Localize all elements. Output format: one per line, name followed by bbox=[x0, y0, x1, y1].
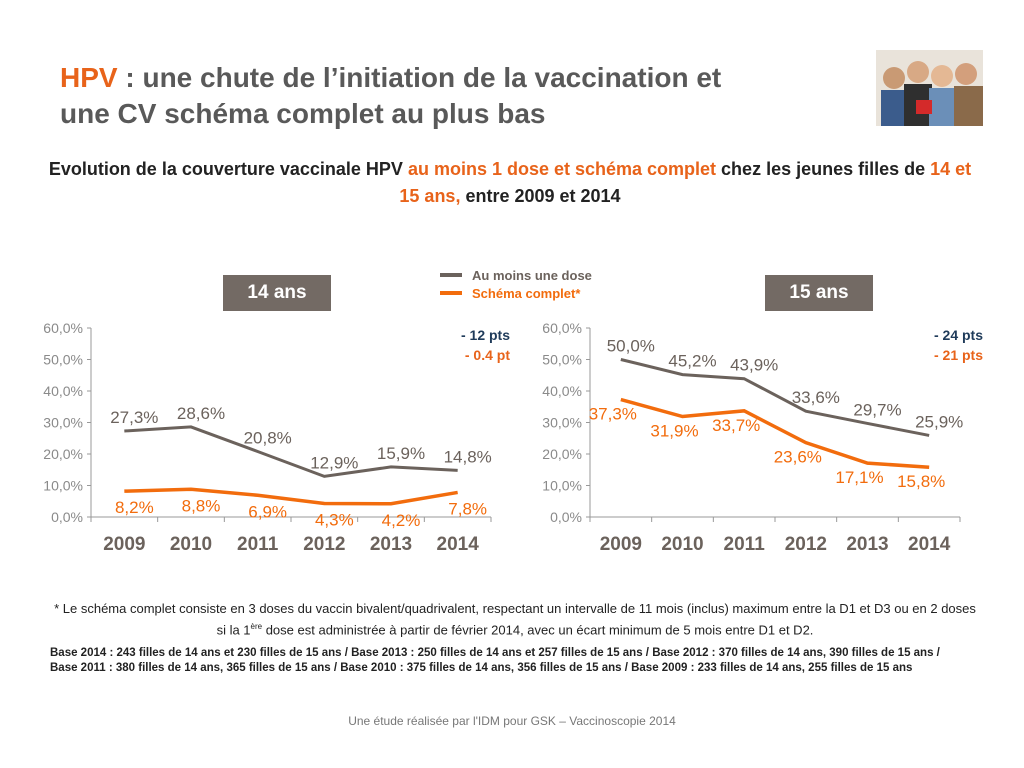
y-tick-label: 40,0% bbox=[542, 383, 582, 399]
data-label: 33,7% bbox=[712, 416, 760, 435]
series-line-au-moins-une-dose bbox=[620, 358, 930, 437]
slide-title: HPV : une chute de l’initiation de la va… bbox=[60, 62, 722, 129]
y-tick-label: 20,0% bbox=[43, 446, 83, 462]
x-tick-label: 2010 bbox=[661, 534, 703, 555]
data-label: 8,8% bbox=[182, 496, 221, 515]
y-tick-label: 60,0% bbox=[43, 320, 83, 336]
y-tick-label: 10,0% bbox=[43, 478, 83, 494]
teenagers-photo bbox=[876, 50, 983, 126]
data-label: 12,9% bbox=[310, 453, 358, 472]
data-label: 4,2% bbox=[382, 511, 421, 530]
y-tick-label: 0,0% bbox=[51, 509, 83, 525]
data-label: 25,9% bbox=[915, 412, 963, 431]
data-label: 37,3% bbox=[589, 405, 637, 424]
badge-14-ans: 14 ans bbox=[223, 275, 331, 311]
delta-annotation: - 24 pts bbox=[934, 327, 983, 343]
delta-annotation: - 21 pts bbox=[934, 347, 983, 363]
y-tick-label: 30,0% bbox=[43, 415, 83, 431]
footnote: * Le schéma complet consiste en 3 doses … bbox=[54, 601, 976, 638]
data-label: 43,9% bbox=[730, 356, 778, 375]
legend-swatch bbox=[440, 291, 462, 295]
legend: Au moins une dose Schéma complet* bbox=[440, 266, 592, 302]
delta-annotation: - 0.4 pt bbox=[465, 347, 510, 363]
y-tick-label: 10,0% bbox=[542, 478, 582, 494]
data-label: 33,6% bbox=[792, 388, 840, 407]
footer: Une étude réalisée par l'IDM pour GSK – … bbox=[348, 714, 676, 728]
y-tick-label: 50,0% bbox=[43, 352, 83, 368]
legend-swatch bbox=[440, 273, 462, 277]
x-tick-label: 2009 bbox=[103, 534, 145, 555]
data-label: 31,9% bbox=[650, 422, 698, 441]
chart-subtitle: Evolution de la couverture vaccinale HPV… bbox=[48, 159, 972, 206]
data-label: 14,8% bbox=[444, 447, 492, 466]
data-label: 23,6% bbox=[774, 448, 822, 467]
data-label: 17,1% bbox=[835, 468, 883, 487]
x-tick-label: 2014 bbox=[437, 534, 480, 555]
data-label: 20,8% bbox=[244, 428, 292, 447]
y-tick-label: 0,0% bbox=[550, 509, 582, 525]
y-tick-label: 50,0% bbox=[542, 352, 582, 368]
data-label: 8,2% bbox=[115, 498, 154, 517]
y-tick-label: 60,0% bbox=[542, 320, 582, 336]
data-label: 28,6% bbox=[177, 404, 225, 423]
base-note: Base 2014 : 243 filles de 14 ans et 230 … bbox=[50, 647, 940, 674]
legend-item-dose: Au moins une dose bbox=[440, 266, 592, 284]
series-line-schema-complet bbox=[620, 397, 930, 469]
data-label: 4,3% bbox=[315, 510, 354, 529]
data-label: 45,2% bbox=[668, 352, 716, 371]
y-tick-label: 20,0% bbox=[542, 446, 582, 462]
delta-annotation: - 12 pts bbox=[461, 327, 510, 343]
data-label: 7,8% bbox=[448, 499, 487, 518]
x-tick-label: 2011 bbox=[724, 534, 766, 555]
x-tick-label: 2013 bbox=[370, 534, 412, 555]
series-line-au-moins-une-dose bbox=[124, 425, 458, 478]
data-label: 50,0% bbox=[607, 337, 655, 356]
x-tick-label: 2012 bbox=[785, 534, 827, 555]
data-label: 6,9% bbox=[248, 502, 287, 521]
legend-item-complet: Schéma complet* bbox=[440, 284, 592, 302]
x-tick-label: 2013 bbox=[846, 534, 888, 555]
y-tick-label: 30,0% bbox=[542, 415, 582, 431]
series-line-schema-complet bbox=[124, 487, 458, 506]
x-tick-label: 2010 bbox=[170, 534, 212, 555]
data-label: 15,9% bbox=[377, 444, 425, 463]
data-label: 27,3% bbox=[110, 408, 158, 427]
y-tick-label: 40,0% bbox=[43, 383, 83, 399]
x-tick-label: 2012 bbox=[303, 534, 345, 555]
badge-15-ans: 15 ans bbox=[765, 275, 873, 311]
x-tick-label: 2011 bbox=[237, 534, 279, 555]
data-label: 15,8% bbox=[897, 472, 945, 491]
x-tick-label: 2014 bbox=[908, 534, 951, 555]
data-label: 29,7% bbox=[853, 400, 901, 419]
x-tick-label: 2009 bbox=[600, 534, 642, 555]
